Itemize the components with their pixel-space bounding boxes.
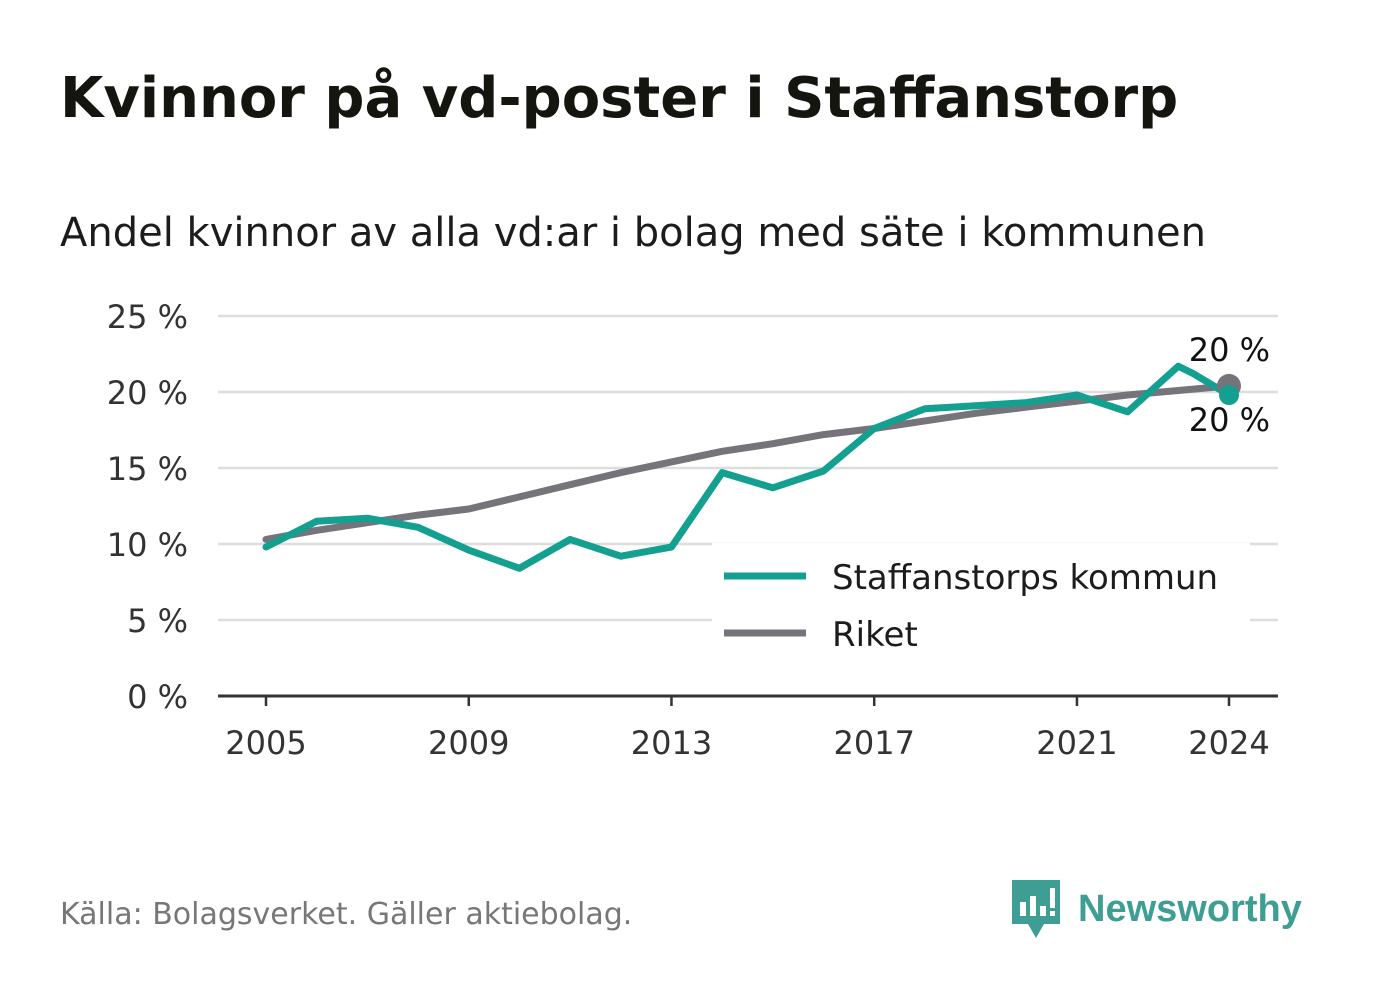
end-labels: 20 % 20 % xyxy=(1189,331,1270,439)
x-tick-label: 2013 xyxy=(631,724,712,762)
legend-background xyxy=(712,543,1250,675)
legend-label-staffanstorp: Staffanstorps kommun xyxy=(832,558,1218,598)
series-line-riket xyxy=(262,382,1233,543)
y-tick-label: 15 % xyxy=(107,450,188,488)
source-note: Källa: Bolagsverket. Gäller aktiebolag. xyxy=(60,897,633,932)
end-marker-staffanstorp xyxy=(1219,385,1239,406)
x-tick-label: 2024 xyxy=(1188,724,1269,762)
y-tick-label: 20 % xyxy=(107,374,188,412)
y-axis-ticks: 0 % 5 % 10 % 15 % 20 % 25 % xyxy=(107,298,188,716)
y-tick-label: 5 % xyxy=(127,602,188,640)
chart-title: Kvinnor på vd-poster i Staffanstorp xyxy=(60,66,1179,131)
newsworthy-logo-icon xyxy=(1012,880,1060,938)
x-tick-label: 2021 xyxy=(1036,724,1117,762)
x-tick-label: 2009 xyxy=(428,724,509,762)
legend-label-riket: Riket xyxy=(832,615,918,655)
end-label-riket: 20 % xyxy=(1189,331,1270,369)
end-label-staffanstorp: 20 % xyxy=(1189,401,1270,439)
newsworthy-logo: Newsworthy xyxy=(1010,878,1302,940)
y-tick-label: 0 % xyxy=(127,678,188,716)
series-line-staffanstorp xyxy=(262,362,1233,572)
y-tick-label: 10 % xyxy=(107,526,188,564)
series-lines xyxy=(262,362,1241,572)
y-tick-label: 25 % xyxy=(107,298,188,336)
legend: Staffanstorps kommun Riket xyxy=(712,543,1250,675)
x-tick-label: 2017 xyxy=(833,724,914,762)
x-axis-ticks: 2005 2009 2013 2017 2021 2024 xyxy=(225,696,1270,762)
x-tick-label: 2005 xyxy=(225,724,306,762)
brand-name: Newsworthy xyxy=(1078,887,1302,930)
chart-subtitle: Andel kvinnor av alla vd:ar i bolag med … xyxy=(60,210,1206,256)
